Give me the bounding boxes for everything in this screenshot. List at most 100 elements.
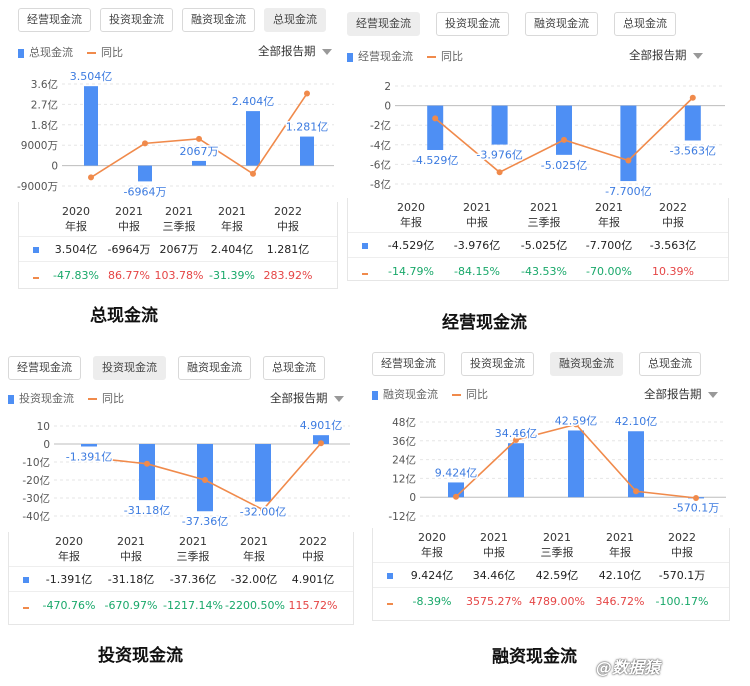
period-header: 2021 中报 bbox=[105, 204, 153, 234]
bar[interactable] bbox=[508, 443, 524, 498]
period-year: 2021 bbox=[606, 531, 634, 544]
bar[interactable] bbox=[568, 430, 584, 498]
tab-operating[interactable]: 经营现金流 bbox=[18, 8, 91, 32]
bar[interactable] bbox=[138, 165, 152, 182]
period-type: 中报 bbox=[120, 550, 142, 563]
yoy-point[interactable] bbox=[513, 437, 519, 444]
legend-line-item[interactable]: 同比 bbox=[427, 48, 463, 64]
bar[interactable] bbox=[300, 136, 314, 166]
tab-operating[interactable]: 经营现金流 bbox=[347, 12, 420, 36]
tab-operating[interactable]: 经营现金流 bbox=[8, 356, 81, 380]
yoy-point[interactable] bbox=[625, 157, 632, 164]
yoy-point[interactable] bbox=[202, 477, 208, 483]
bar-swatch-icon bbox=[387, 572, 393, 579]
tab-total[interactable]: 总现金流 bbox=[614, 12, 676, 36]
tab-total[interactable]: 总现金流 bbox=[263, 356, 325, 380]
legend-line-item[interactable]: 同比 bbox=[452, 386, 488, 402]
tab-total[interactable]: 总现金流 bbox=[639, 352, 701, 376]
y-tick-label: -8亿 bbox=[370, 178, 391, 191]
bar[interactable] bbox=[255, 444, 271, 502]
yoy-row: -47.83% 86.77% 103.78% -31.39% 283.92% bbox=[19, 261, 337, 288]
tab-investing[interactable]: 投资现金流 bbox=[93, 356, 166, 380]
yoy-point[interactable] bbox=[453, 493, 459, 500]
bar[interactable] bbox=[684, 105, 701, 141]
row-marker-bar bbox=[373, 569, 401, 582]
legend-line-label: 同比 bbox=[101, 46, 123, 59]
tab-operating[interactable]: 经营现金流 bbox=[372, 352, 445, 376]
table-cell: -47.83% bbox=[53, 268, 99, 282]
period-select[interactable]: 全部报告期 bbox=[270, 390, 344, 406]
tab-financing[interactable]: 融资现金流 bbox=[178, 356, 251, 380]
tab-total[interactable]: 总现金流 bbox=[264, 8, 326, 32]
yoy-point[interactable] bbox=[573, 421, 579, 428]
legend-line-item[interactable]: 同比 bbox=[87, 44, 123, 60]
yoy-point[interactable] bbox=[86, 454, 92, 461]
yoy-point[interactable] bbox=[496, 169, 503, 176]
tab-investing[interactable]: 投资现金流 bbox=[461, 352, 534, 376]
period-year: 2021 bbox=[165, 205, 193, 218]
period-year: 2021 bbox=[218, 205, 246, 218]
period-year: 2021 bbox=[240, 535, 268, 548]
bar[interactable] bbox=[139, 444, 155, 501]
tab-investing[interactable]: 投资现金流 bbox=[100, 8, 173, 32]
yoy-point[interactable] bbox=[260, 506, 266, 513]
table-cell: 2067万 bbox=[159, 242, 199, 256]
y-tick-label: -6亿 bbox=[370, 158, 391, 171]
yoy-point[interactable] bbox=[561, 136, 567, 143]
yoy-point[interactable] bbox=[432, 115, 439, 122]
yoy-point[interactable] bbox=[142, 140, 148, 147]
yoy-point[interactable] bbox=[633, 488, 639, 495]
period-year: 2020 bbox=[418, 531, 446, 544]
yoy-point[interactable] bbox=[196, 135, 202, 142]
period-type: 年报 bbox=[243, 550, 265, 563]
period-header: 2021 三季报 bbox=[525, 530, 589, 560]
bar[interactable] bbox=[313, 435, 329, 444]
table-header-row: 2020 年报 2021 中报 2021 三季报 2021 年报 2022 中报 bbox=[348, 198, 728, 232]
bar-swatch-icon bbox=[372, 390, 378, 400]
tab-investing[interactable]: 投资现金流 bbox=[436, 12, 509, 36]
period-year: 2021 bbox=[595, 201, 623, 214]
bar[interactable] bbox=[246, 111, 260, 166]
bar[interactable] bbox=[427, 105, 444, 150]
table-cell: 10.39% bbox=[652, 264, 694, 278]
period-select[interactable]: 全部报告期 bbox=[644, 386, 718, 402]
bar[interactable] bbox=[192, 160, 206, 166]
bar-swatch-icon bbox=[23, 576, 29, 583]
bar[interactable] bbox=[84, 86, 98, 166]
legend-bar-item[interactable]: 融资现金流 bbox=[372, 386, 438, 402]
bar[interactable] bbox=[620, 105, 637, 182]
bar[interactable] bbox=[81, 444, 97, 447]
bar[interactable] bbox=[491, 105, 508, 145]
yoy-point[interactable] bbox=[88, 174, 94, 181]
bar-data-label: -37.36亿 bbox=[182, 515, 228, 528]
yoy-point[interactable] bbox=[693, 494, 699, 501]
yoy-point[interactable] bbox=[318, 440, 324, 447]
row-marker-bar bbox=[19, 243, 47, 256]
panel-investing-cashflow: 经营现金流 投资现金流 融资现金流 总现金流 投资现金流 同比 全部报告期 10… bbox=[8, 356, 354, 686]
line-swatch-icon bbox=[88, 398, 97, 400]
bar[interactable] bbox=[628, 431, 644, 498]
yoy-point[interactable] bbox=[144, 460, 150, 467]
legend-line-item[interactable]: 同比 bbox=[88, 390, 124, 406]
period-header: 2021 年报 bbox=[205, 204, 259, 234]
tab-financing[interactable]: 融资现金流 bbox=[550, 352, 623, 376]
legend-bar-item[interactable]: 投资现金流 bbox=[8, 390, 74, 406]
legend-bar-item[interactable]: 总现金流 bbox=[18, 44, 73, 60]
period-header: 2020 年报 bbox=[47, 204, 105, 234]
yoy-point[interactable] bbox=[250, 170, 256, 177]
bar-data-label: -3.563亿 bbox=[670, 145, 716, 158]
yoy-point[interactable] bbox=[304, 90, 310, 97]
yoy-point[interactable] bbox=[689, 94, 696, 101]
period-select[interactable]: 全部报告期 bbox=[629, 47, 703, 63]
tab-financing[interactable]: 融资现金流 bbox=[525, 12, 598, 36]
bar-swatch-icon bbox=[8, 394, 14, 404]
tab-financing[interactable]: 融资现金流 bbox=[182, 8, 255, 32]
period-type: 年报 bbox=[421, 546, 443, 559]
bar-data-label: -31.18亿 bbox=[124, 504, 170, 517]
period-select[interactable]: 全部报告期 bbox=[258, 43, 332, 59]
bar[interactable] bbox=[556, 105, 572, 155]
legend-bar-item[interactable]: 经营现金流 bbox=[347, 48, 413, 64]
period-year: 2020 bbox=[62, 205, 90, 218]
table-cell: -84.15% bbox=[454, 264, 500, 278]
bar-data-label: 42.10亿 bbox=[615, 415, 658, 428]
